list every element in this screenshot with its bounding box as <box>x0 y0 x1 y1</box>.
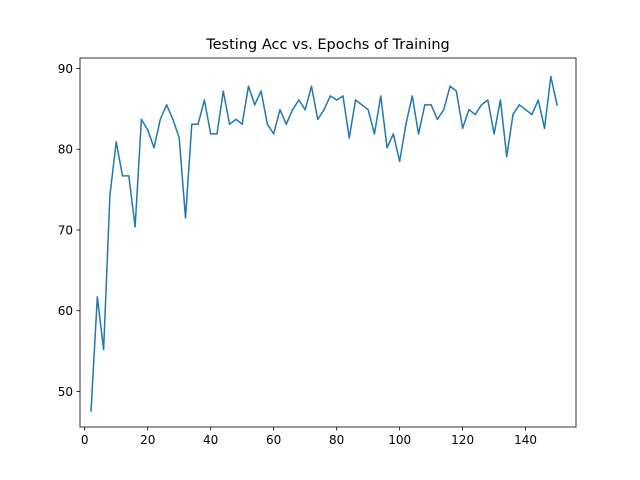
data-point <box>165 104 168 106</box>
data-point <box>405 123 407 125</box>
data-point <box>96 296 99 298</box>
data-point <box>518 104 521 106</box>
data-point <box>134 226 136 228</box>
data-point <box>417 133 420 135</box>
data-point <box>436 118 439 121</box>
data-point <box>109 194 111 197</box>
data-point <box>468 108 470 111</box>
data-point <box>298 99 300 101</box>
data-point <box>285 123 288 125</box>
data-point <box>556 104 558 106</box>
x-tick-label: 120 <box>451 433 474 447</box>
data-point <box>537 99 539 101</box>
plot-frame <box>79 57 577 428</box>
x-tick-label: 20 <box>140 433 155 447</box>
y-tick-label: 80 <box>58 143 73 157</box>
data-point <box>373 133 376 135</box>
data-point <box>203 99 206 101</box>
data-point <box>543 127 546 129</box>
data-point <box>499 99 502 101</box>
data-point <box>323 108 325 111</box>
data-point <box>115 141 117 143</box>
data-point <box>392 133 395 135</box>
data-point <box>266 123 269 125</box>
data-point <box>222 90 225 92</box>
data-point <box>121 175 124 177</box>
x-tick-label: 100 <box>388 433 411 447</box>
data-point <box>178 137 180 139</box>
x-tick-label: 60 <box>266 433 281 447</box>
data-point <box>348 137 351 139</box>
data-point <box>524 108 527 111</box>
x-tick-label: 40 <box>203 433 218 447</box>
data-point <box>153 146 155 149</box>
data-point <box>235 118 237 121</box>
data-point <box>442 108 445 111</box>
data-point <box>455 90 458 92</box>
data-point <box>317 118 319 121</box>
data-point <box>197 123 199 125</box>
data-point <box>216 133 218 135</box>
data-point <box>398 160 401 163</box>
data-point <box>361 104 363 106</box>
data-point <box>474 113 476 116</box>
data-point <box>191 123 193 125</box>
data-point <box>430 104 432 106</box>
data-point <box>531 113 533 116</box>
data-point <box>209 133 212 135</box>
data-point <box>128 175 130 177</box>
data-point <box>411 95 413 97</box>
y-tick-label: 90 <box>58 62 73 76</box>
data-point <box>386 146 388 149</box>
data-point <box>480 104 483 106</box>
data-point <box>367 108 369 111</box>
x-tick-label: 0 <box>81 433 89 447</box>
data-point <box>172 118 174 121</box>
data-point <box>310 85 313 88</box>
data-point <box>487 99 489 101</box>
data-point <box>247 85 250 88</box>
data-point <box>291 108 294 111</box>
data-point <box>380 95 382 97</box>
data-point <box>140 118 143 121</box>
data-point <box>342 95 344 97</box>
data-point <box>254 104 256 106</box>
data-points <box>90 75 558 412</box>
data-point <box>354 99 357 101</box>
data-point <box>550 75 552 78</box>
data-point <box>335 99 338 101</box>
data-point <box>449 85 451 88</box>
data-point <box>102 348 105 351</box>
x-axis-ticks: 0 20 40 60 80 100 120 140 <box>81 427 537 447</box>
data-point <box>505 155 508 158</box>
data-point <box>241 123 243 125</box>
x-tick-label: 140 <box>514 433 537 447</box>
data-point <box>184 217 187 219</box>
data-point <box>424 104 426 106</box>
data-point <box>512 113 514 116</box>
data-point <box>260 90 262 92</box>
data-point <box>90 410 92 412</box>
data-point <box>228 123 231 125</box>
data-point <box>304 108 306 111</box>
y-tick-label: 70 <box>58 223 73 237</box>
data-point <box>146 129 149 131</box>
data-point <box>159 118 162 121</box>
y-tick-label: 60 <box>58 304 73 318</box>
x-tick-label: 80 <box>329 433 344 447</box>
data-point <box>461 127 464 129</box>
chart-title: Testing Acc vs. Epochs of Training <box>205 37 450 53</box>
data-point <box>493 133 495 135</box>
data-point <box>272 133 275 135</box>
y-axis-ticks: 50 60 70 80 90 <box>58 62 80 399</box>
data-point <box>329 95 332 97</box>
data-point <box>279 108 281 111</box>
y-tick-label: 50 <box>58 385 73 399</box>
